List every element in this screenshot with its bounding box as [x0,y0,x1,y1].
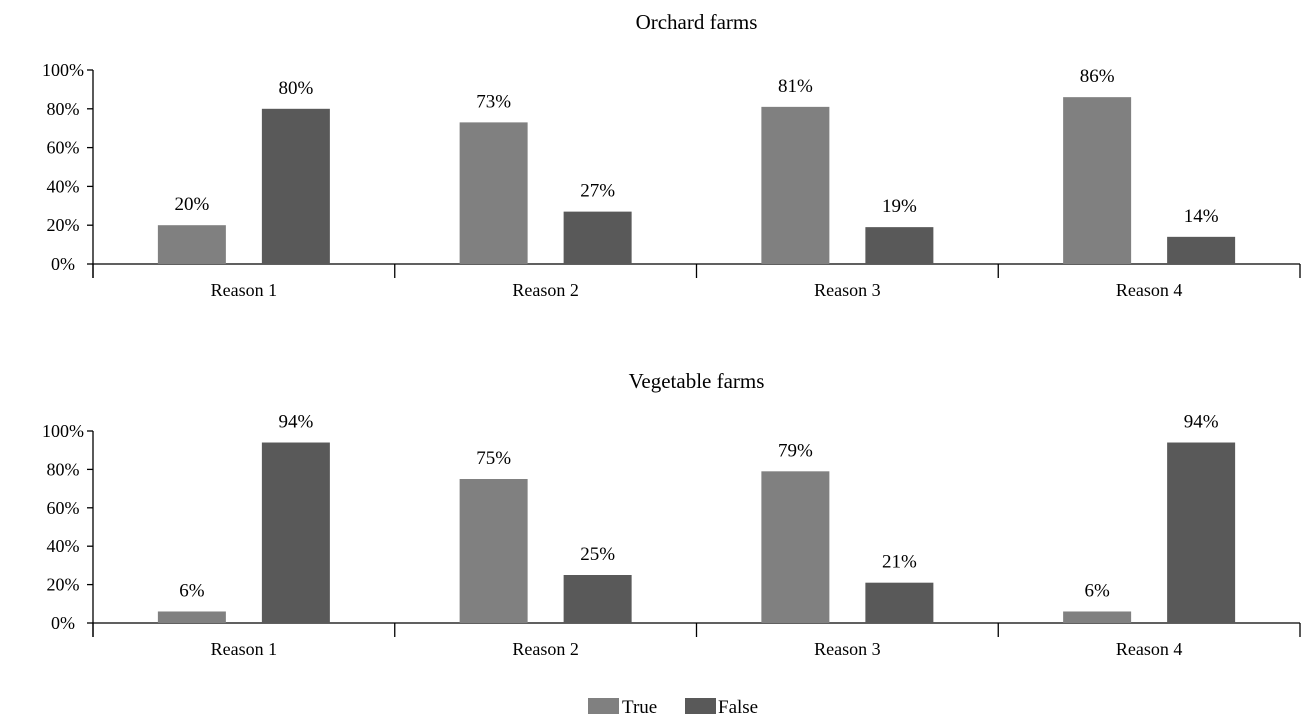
bar-true-2 [459,122,528,264]
y-tick-label: 80% [47,459,80,479]
bar-true-3 [761,106,830,264]
x-category-label: Reason 4 [1116,639,1183,659]
bar-true-3 [761,471,830,623]
bar-true-2 [459,479,528,623]
bar-false-4 [1167,236,1236,264]
data-label: 73% [476,91,511,112]
bar-true-4 [1063,97,1132,264]
y-tick-label: 60% [47,138,80,158]
chart-title: Orchard farms [636,10,758,34]
x-category-label: Reason 3 [814,280,881,300]
data-label: 94% [1184,412,1219,433]
x-category-label: Reason 1 [211,639,278,659]
data-label: 14% [1184,206,1219,227]
x-category-label: Reason 2 [512,280,579,300]
data-label: 6% [1084,580,1110,601]
data-label: 94% [278,412,313,433]
legend-swatch-true [588,698,619,714]
y-tick-label: 80% [47,99,80,119]
data-label: 75% [476,448,511,469]
y-tick-label: 40% [47,536,80,556]
bar-true-4 [1063,611,1132,623]
y-tick-label: 100% [42,421,84,441]
x-category-label: Reason 3 [814,639,881,659]
bar-false-4 [1167,442,1236,623]
chart-title: Vegetable farms [629,369,765,393]
data-label: 27% [580,181,615,202]
data-label: 20% [174,194,209,215]
bar-true-1 [157,225,226,264]
bar-false-3 [865,227,934,264]
x-category-label: Reason 4 [1116,280,1183,300]
bar-true-1 [157,611,226,623]
legend-label-true: True [622,697,657,718]
data-label: 6% [179,580,205,601]
y-tick-label: 20% [47,215,80,235]
data-label: 81% [778,76,813,97]
legend: True False [588,697,758,718]
y-tick-label: 20% [47,575,80,595]
bar-false-1 [261,108,330,264]
data-label: 86% [1080,66,1115,87]
data-label: 19% [882,196,917,217]
bar-false-2 [563,575,632,623]
y-tick-label: 60% [47,498,80,518]
bar-false-3 [865,582,934,623]
data-label: 79% [778,440,813,461]
legend-swatch-false [685,698,716,714]
chart-panel-2: Vegetable farms 0% 20% 40% 60% 80% 100% Reason … [42,369,1301,659]
x-category-label: Reason 2 [512,639,579,659]
bar-false-2 [563,211,632,264]
data-label: 21% [882,552,917,573]
data-label: 80% [278,78,313,99]
y-tick-label: 40% [47,176,80,196]
data-label: 25% [580,544,615,565]
y-tick-label: 0% [51,254,75,274]
chart-panel-1: Orchard farms 0% 20% 40% 60% 80% 100% Reason 1 2… [42,10,1301,300]
y-tick-label: 100% [42,60,84,80]
y-tick-label: 0% [51,613,75,633]
legend-label-false: False [718,697,758,718]
x-category-label: Reason 1 [211,280,278,300]
bar-false-1 [261,442,330,623]
